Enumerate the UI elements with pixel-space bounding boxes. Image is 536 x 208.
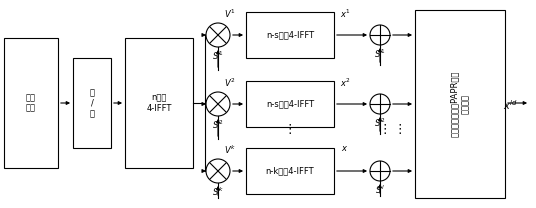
Text: 选择具有最小的PAPR值的
信号传输: 选择具有最小的PAPR值的 信号传输 bbox=[450, 71, 470, 137]
Bar bbox=[246, 12, 334, 58]
Text: $V^2$: $V^2$ bbox=[224, 77, 236, 89]
Text: $x^1$: $x^1$ bbox=[340, 8, 351, 20]
Text: n-s级基4-IFFT: n-s级基4-IFFT bbox=[266, 99, 314, 109]
Circle shape bbox=[206, 23, 230, 47]
Text: $x^{ld}$: $x^{ld}$ bbox=[503, 98, 517, 112]
Text: ⋮: ⋮ bbox=[379, 124, 391, 136]
Bar bbox=[4, 38, 58, 168]
Text: ⋮: ⋮ bbox=[394, 124, 406, 136]
Bar bbox=[73, 58, 111, 148]
Text: 信号
预列: 信号 预列 bbox=[26, 93, 36, 113]
Text: 串
/
并: 串 / 并 bbox=[90, 88, 94, 118]
Text: $S^1$: $S^1$ bbox=[212, 50, 224, 62]
Text: ⋮: ⋮ bbox=[284, 124, 296, 136]
Text: $S^2$: $S^2$ bbox=[375, 117, 385, 129]
Circle shape bbox=[206, 92, 230, 116]
Text: n级基
4-IFFT: n级基 4-IFFT bbox=[146, 93, 172, 113]
Circle shape bbox=[206, 159, 230, 183]
Text: $S^l$: $S^l$ bbox=[375, 184, 385, 196]
Circle shape bbox=[370, 25, 390, 45]
Bar bbox=[125, 38, 193, 168]
Text: n-k级基4-IFFT: n-k级基4-IFFT bbox=[266, 166, 314, 176]
Bar bbox=[415, 10, 505, 198]
Text: $V^k$: $V^k$ bbox=[224, 144, 236, 156]
Circle shape bbox=[370, 161, 390, 181]
Text: $V^1$: $V^1$ bbox=[224, 8, 236, 20]
Text: n-s级基4-IFFT: n-s级基4-IFFT bbox=[266, 31, 314, 40]
Text: $x$: $x$ bbox=[341, 144, 348, 153]
Bar bbox=[246, 148, 334, 194]
Text: $S^1$: $S^1$ bbox=[375, 48, 385, 60]
Text: $S^k$: $S^k$ bbox=[212, 186, 224, 198]
Text: $S^2$: $S^2$ bbox=[212, 119, 224, 131]
Circle shape bbox=[370, 94, 390, 114]
Text: $x^2$: $x^2$ bbox=[340, 77, 351, 89]
Bar bbox=[246, 81, 334, 127]
